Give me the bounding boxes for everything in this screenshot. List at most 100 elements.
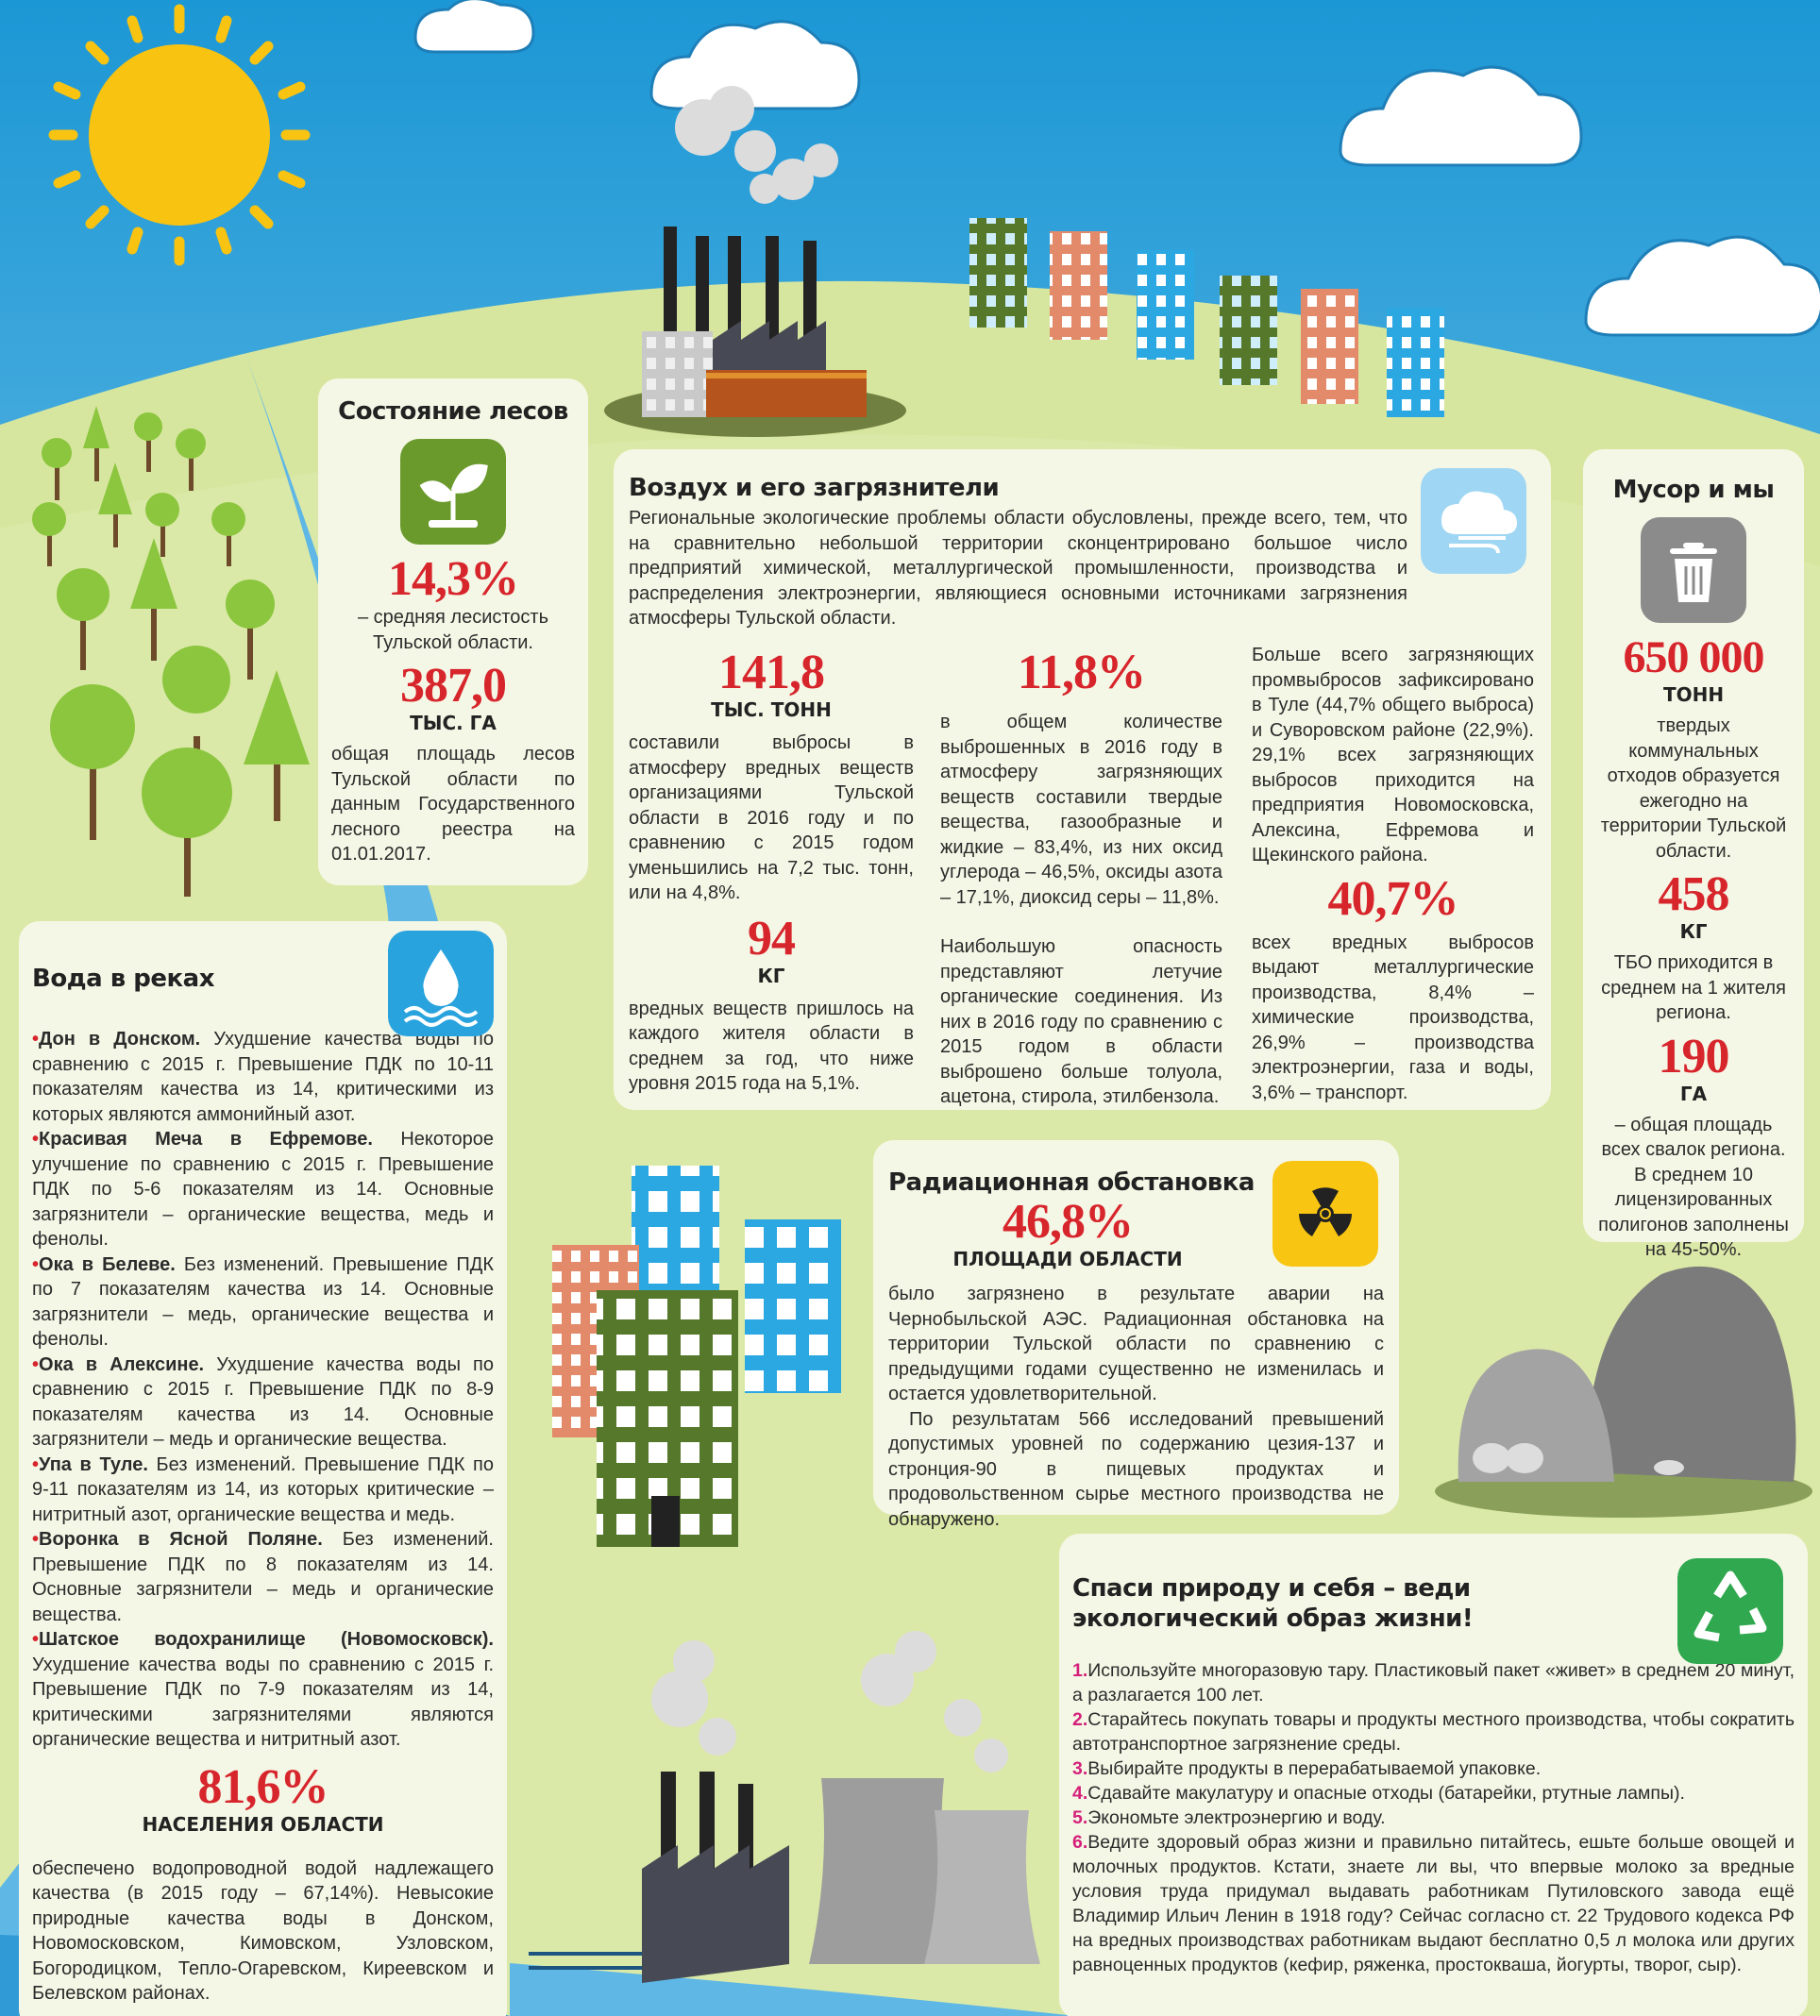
air-column: 141,8 ТЫС. ТОНН составили выбросы в атмо… xyxy=(629,647,914,1097)
decoration xyxy=(221,21,227,38)
unit: ТЫС. ТОНН xyxy=(629,698,914,721)
stat: 46,8% xyxy=(888,1197,1247,1248)
decoration xyxy=(1322,1210,1329,1218)
decoration xyxy=(57,568,110,621)
decoration xyxy=(50,684,135,769)
eco-item: 5.Экономьте электроэнергию и воду. xyxy=(1072,1806,1795,1830)
decoration xyxy=(32,502,66,536)
stat: 458 xyxy=(1594,869,1793,920)
decoration xyxy=(1301,289,1358,404)
unit: КГ xyxy=(1594,920,1793,943)
river-name: Упа в Туле. xyxy=(39,1454,148,1475)
decoration xyxy=(176,428,206,459)
eco-text: Выбирайте продукты в перерабатываемой уп… xyxy=(1087,1758,1541,1779)
trash-panel: Мусор и мы 650 000 ТОНН твердых коммунал… xyxy=(1583,449,1804,1242)
air-panel: Воздух и его загрязнители Региональные э… xyxy=(614,449,1551,1110)
decoration xyxy=(745,1219,841,1393)
text: всех вредных выбросов выдают металлургич… xyxy=(1252,931,1534,1106)
text: общая площадь лесов Тульской области по … xyxy=(331,742,575,867)
decoration xyxy=(151,604,157,661)
unit: ТЫС. ГА xyxy=(331,712,575,734)
text: в общем количестве выброшенных в 2016 го… xyxy=(940,710,1222,910)
decoration xyxy=(132,232,138,249)
water-item: Воронка в Ясной Поляне. Без изменений. П… xyxy=(32,1527,494,1627)
unit: ГА xyxy=(1594,1083,1793,1105)
river-name: Воронка в Ясной Поляне. xyxy=(39,1529,323,1550)
eco-text: Экономьте электроэнергию и воду. xyxy=(1087,1807,1385,1828)
text: – общая площадь всех свалок региона. В с… xyxy=(1594,1113,1793,1263)
unit: НАСЕЛЕНИЯ ОБЛАСТИ xyxy=(32,1813,494,1836)
river-name: Ока в Белеве. xyxy=(39,1254,176,1275)
text: составили выбросы в атмосферу вредных ве… xyxy=(629,731,914,906)
trash-icon xyxy=(1641,517,1746,623)
decoration xyxy=(1654,1460,1684,1475)
stat: 14,3% xyxy=(331,554,575,605)
decoration xyxy=(54,9,305,260)
decoration xyxy=(211,502,245,536)
decoration xyxy=(94,444,99,481)
unit: КГ xyxy=(629,965,914,987)
decoration xyxy=(895,1631,936,1672)
river-name: Ока в Алексине. xyxy=(39,1354,204,1375)
decoration xyxy=(145,493,179,527)
decoration xyxy=(642,331,713,417)
river-text: Ухудшение качества воды по сравнению с 2… xyxy=(32,1655,494,1751)
decoration xyxy=(699,1718,736,1756)
eco-number: 4. xyxy=(1072,1783,1087,1804)
text: По результатам 566 исследований превышен… xyxy=(888,1407,1384,1533)
stat: 141,8 xyxy=(629,647,914,698)
decoration xyxy=(706,373,867,378)
decoration xyxy=(1387,308,1444,417)
river-name: Красивая Меча в Ефремове. xyxy=(39,1129,373,1150)
decoration xyxy=(89,44,270,226)
eco-item: 4.Сдавайте макулатуру и опасные отходы (… xyxy=(1072,1781,1795,1806)
decoration xyxy=(132,21,138,38)
stat: 40,7% xyxy=(1252,874,1534,925)
radiation-icon xyxy=(1272,1161,1378,1267)
eco-item: 3.Выбирайте продукты в перерабатываемой … xyxy=(1072,1756,1795,1781)
forests-panel: Состояние лесов 14,3% – средняя лесистос… xyxy=(318,378,588,885)
unit: ПЛОЩАДИ ОБЛАСТИ xyxy=(888,1248,1247,1270)
eco-number: 3. xyxy=(1072,1758,1087,1779)
decoration xyxy=(142,748,232,838)
water-icon xyxy=(388,931,494,1036)
water-item: Ока в Алексине. Ухудшение качества воды … xyxy=(32,1352,494,1453)
trash-title: Мусор и мы xyxy=(1594,476,1793,504)
decoration xyxy=(1050,231,1107,340)
water-item: Упа в Туле. Без изменений. Превышение ПД… xyxy=(32,1453,494,1528)
eco-title: Спаси природу и себя – веди экологически… xyxy=(1072,1573,1601,1634)
text: – средняя лесистость Тульской области. xyxy=(331,605,575,655)
decoration xyxy=(804,143,838,177)
eco-icon xyxy=(1677,1558,1783,1664)
text: обеспечено водопроводной водой надлежаще… xyxy=(32,1856,494,2007)
decoration xyxy=(80,613,86,670)
text: вредных веществ пришлось на каждого жите… xyxy=(629,997,914,1097)
decoration xyxy=(189,453,194,491)
decoration xyxy=(221,232,227,249)
radiation-panel: Радиационная обстановка 46,8% ПЛОЩАДИ ОБ… xyxy=(873,1140,1399,1515)
decoration xyxy=(162,646,230,714)
body: Состояние лесов 14,3% – средняя лесистос… xyxy=(0,0,1820,2016)
decoration xyxy=(247,623,253,680)
decoration xyxy=(673,1640,715,1682)
water-list: Дон в Донском. Ухудшение качества воды п… xyxy=(32,1027,494,1753)
decoration xyxy=(969,218,1027,328)
decoration xyxy=(709,86,754,131)
decoration xyxy=(113,510,118,547)
decoration xyxy=(59,176,76,183)
decoration xyxy=(59,87,76,94)
eco-number: 5. xyxy=(1072,1807,1087,1828)
text: Наибольшую опасность представляют летучи… xyxy=(940,934,1222,1110)
decoration xyxy=(429,520,478,528)
eco-list: 1.Используйте многоразовую тару. Пластик… xyxy=(1072,1658,1795,1977)
eco-number: 1. xyxy=(1072,1660,1087,1681)
eco-text: Сдавайте макулатуру и опасные отходы (ба… xyxy=(1087,1783,1685,1804)
eco-item: 2.Старайтесь покупать товары и продукты … xyxy=(1072,1707,1795,1756)
air-icon xyxy=(1421,468,1526,574)
water-item: Красивая Меча в Ефремове. Некоторое улуч… xyxy=(32,1127,494,1252)
forests-icon xyxy=(400,439,506,545)
decoration xyxy=(283,87,300,94)
text: твердых коммунальных отходов образуется … xyxy=(1594,714,1793,864)
air-intro: Региональные экологические проблемы обла… xyxy=(629,506,1407,631)
decoration xyxy=(1506,1443,1543,1473)
